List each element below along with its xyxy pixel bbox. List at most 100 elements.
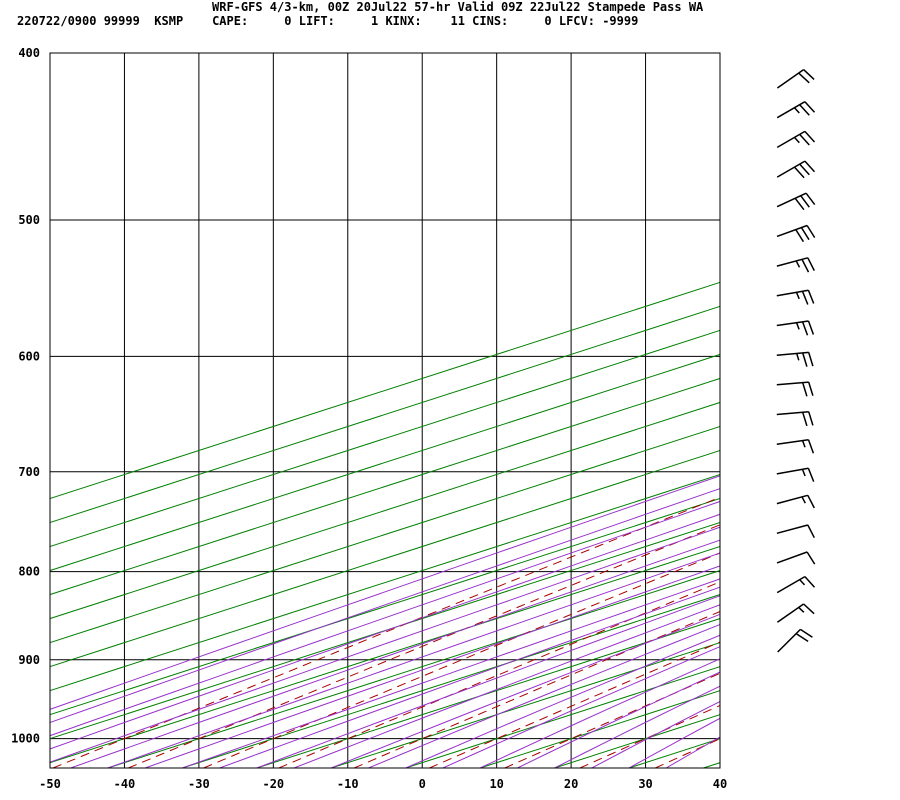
wind-barb-shaft (776, 551, 816, 565)
x-tick-label: -50 (39, 777, 61, 791)
isotherm-line (50, 305, 720, 524)
isotherm-line (778, 53, 900, 768)
wind-barb-shaft (777, 628, 813, 653)
isotherm-line (50, 353, 720, 572)
dry-adiabat-line (203, 552, 720, 768)
wind-barb-shaft (776, 439, 815, 454)
station-info-line: 220722/0900 99999 KSMP CAPE: 0 LIFT: 1 K… (17, 14, 639, 28)
x-tick-label: 0 (419, 777, 426, 791)
dry-adiabat-line (579, 704, 720, 768)
moist-adiabat-line (182, 578, 720, 768)
y-tick-label: 400 (18, 46, 40, 60)
isotherm-line (50, 281, 720, 500)
wind-barb (776, 130, 816, 149)
y-tick-label: 1000 (11, 732, 40, 746)
isotherm-line (50, 497, 720, 716)
wind-barb (776, 439, 815, 454)
dry-adiabat-line (731, 53, 900, 768)
wind-barb-shaft (776, 494, 815, 509)
wind-barb (776, 467, 815, 482)
isotherm-line (107, 570, 720, 768)
isotherm-line (50, 329, 720, 548)
moist-adiabat-line (50, 475, 720, 710)
wind-barb-shaft (776, 467, 815, 482)
x-tick-label: 20 (564, 777, 578, 791)
moist-adiabat-line (665, 736, 720, 768)
moist-adiabat-line (50, 488, 720, 724)
isotherm-line (50, 473, 720, 692)
dry-adiabat-line (504, 672, 720, 768)
isotherm-line (50, 546, 720, 764)
isotherm-line (50, 449, 720, 668)
y-tick-label: 900 (18, 653, 40, 667)
isotherm-line (628, 738, 720, 768)
isotherm-line (554, 714, 720, 768)
moist-adiabat-line (70, 539, 720, 768)
y-tick-label: 700 (18, 465, 40, 479)
isotherm-line (703, 762, 720, 768)
isotherm-line (331, 642, 720, 768)
dry-adiabat-line (128, 524, 720, 768)
moist-adiabat-line (50, 500, 720, 737)
moist-adiabat-line (628, 717, 720, 768)
wind-barb (776, 192, 816, 211)
wind-barb (776, 320, 815, 336)
wind-barb (776, 224, 816, 243)
moist-adiabat-line (331, 613, 720, 768)
wind-barb (777, 628, 813, 653)
dry-adiabat-line (354, 610, 720, 768)
wind-barb-shaft (776, 68, 815, 89)
wind-barb-shaft (776, 192, 816, 211)
wind-barb (776, 160, 816, 179)
isotherm-line (256, 618, 720, 768)
y-tick-label: 600 (18, 349, 40, 363)
moist-adiabat-line (368, 623, 720, 768)
chart-title: WRF-GFS 4/3-km, 00Z 20Jul22 57-hr Valid … (212, 0, 704, 14)
wind-barb-shaft (776, 320, 815, 336)
x-tick-label: 30 (638, 777, 652, 791)
wind-barb (776, 257, 815, 273)
wind-barb-shaft (776, 101, 816, 119)
temperature-profile-line (745, 111, 900, 659)
wind-barb (776, 68, 815, 89)
isotherm-line (50, 521, 720, 740)
x-tick-labels: -50 -40 -30 -20 -10 0 10 20 30 40 (39, 777, 727, 791)
wind-barb-shaft (776, 160, 816, 179)
wind-barb (776, 410, 814, 427)
dry-adiabat-line (806, 53, 900, 768)
moist-adiabat-line (405, 634, 720, 768)
wind-barb-shaft (776, 524, 815, 539)
moist-adiabat-line (479, 658, 720, 768)
wind-barb-shaft (776, 289, 815, 305)
x-tick-label: -10 (337, 777, 359, 791)
wind-barb (776, 289, 815, 305)
isotherm-line (50, 401, 720, 620)
wind-barb (776, 575, 816, 594)
series-layer (743, 111, 900, 659)
moist-adiabat-line (50, 513, 720, 750)
dewpoint-profile-line (743, 114, 900, 657)
isotherm-line (182, 594, 720, 768)
wind-barb-shaft (776, 351, 814, 367)
wind-barb (776, 101, 816, 119)
wind-barb (776, 381, 814, 397)
moist-adiabat-line (256, 595, 720, 768)
isotherm-line (405, 666, 720, 768)
wind-barb (776, 351, 814, 367)
wind-barb-shaft (776, 130, 816, 149)
wind-barb-shaft (776, 575, 816, 594)
isotherm-line (50, 377, 720, 596)
dry-adiabat-line (655, 738, 720, 768)
moist-adiabat-line (107, 552, 720, 768)
wind-barb-shaft (776, 381, 814, 397)
moist-adiabat-line (219, 586, 720, 768)
wind-barb-shaft (776, 410, 814, 427)
wind-barb (776, 603, 815, 623)
wind-barb-shaft (776, 603, 815, 623)
moist-adiabat-line (517, 671, 720, 768)
moist-adiabat-line (50, 526, 720, 763)
moist-adiabat-line (591, 700, 720, 768)
y-tick-label: 800 (18, 565, 40, 579)
wind-barb (776, 494, 815, 509)
moist-adiabat-line (144, 565, 720, 768)
